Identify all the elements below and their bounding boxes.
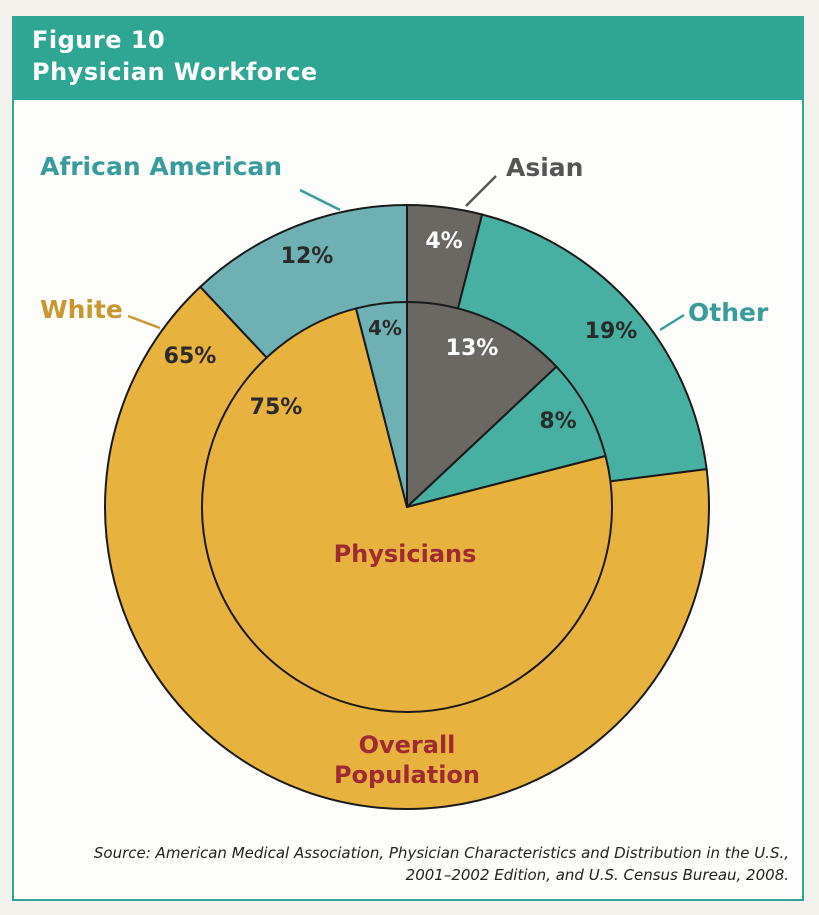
value-label-inner-african-american: 4%: [368, 316, 402, 340]
callout-lines: [127, 175, 685, 332]
inner-slice-african-american: [354, 300, 408, 508]
legend-label-white: White: [40, 295, 123, 324]
value-label-outer-white: 65%: [164, 344, 217, 369]
inner-slice-asian: [406, 300, 558, 510]
value-label-outer-asian: 4%: [425, 229, 462, 254]
figure-number: Figure 10: [32, 26, 166, 54]
source-line-1: Source: American Medical Association, Ph…: [93, 844, 789, 862]
inner-slice-white: [201, 307, 613, 713]
legend-label-asian: Asian: [506, 153, 583, 182]
figure-title: Physician Workforce: [32, 58, 318, 86]
source-note: Source: American Medical Association, Ph…: [69, 842, 789, 886]
figure-header: Figure 10 Physician Workforce: [14, 18, 802, 100]
ring-label-overall-line: Population: [334, 761, 480, 789]
ring-label-overall-line: Overall: [359, 731, 456, 759]
inner-pie-slices: [201, 300, 613, 713]
legend-label-african-american: African American: [40, 152, 282, 181]
value-label-outer-african-american: 12%: [281, 244, 334, 269]
ring-label-overall: Overall Population: [334, 731, 480, 789]
ring-label-physicians: Physicians: [334, 540, 477, 568]
value-label-inner-white: 75%: [250, 395, 303, 420]
legend-label-other: Other: [688, 298, 769, 327]
callout-other: [659, 313, 685, 332]
inner-slice-other: [406, 365, 607, 508]
callout-asian: [465, 175, 497, 207]
value-label-inner-other: 8%: [539, 409, 576, 434]
callout-white: [127, 314, 161, 330]
source-line-2: 2001–2002 Edition, and U.S. Census Burea…: [405, 866, 789, 884]
value-label-inner-asian: 13%: [446, 336, 499, 361]
value-label-outer-other: 19%: [585, 319, 638, 344]
callout-african-american: [299, 188, 341, 212]
